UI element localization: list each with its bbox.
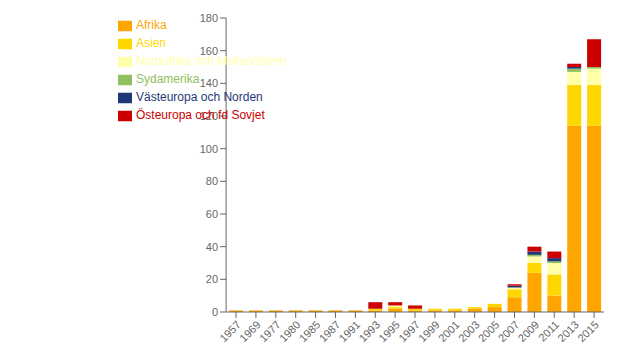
svg-text:40: 40 [206, 241, 218, 253]
svg-text:1957: 1957 [217, 318, 243, 344]
svg-text:1977: 1977 [257, 318, 283, 344]
svg-text:2005: 2005 [476, 318, 502, 344]
svg-text:1993: 1993 [356, 318, 382, 344]
svg-text:2001: 2001 [436, 318, 462, 344]
svg-text:1995: 1995 [376, 318, 402, 344]
svg-text:100: 100 [200, 143, 218, 155]
svg-text:2013: 2013 [555, 318, 581, 344]
svg-text:160: 160 [200, 45, 218, 57]
svg-text:180: 180 [200, 12, 218, 24]
svg-text:1987: 1987 [317, 318, 343, 344]
svg-text:140: 140 [200, 77, 218, 89]
svg-text:20: 20 [206, 273, 218, 285]
svg-text:2003: 2003 [456, 318, 482, 344]
svg-text:1997: 1997 [396, 318, 422, 344]
svg-text:2007: 2007 [496, 318, 522, 344]
svg-text:1999: 1999 [416, 318, 442, 344]
svg-text:1969: 1969 [237, 318, 263, 344]
svg-text:120: 120 [200, 110, 218, 122]
svg-text:1991: 1991 [337, 318, 363, 344]
svg-text:80: 80 [206, 175, 218, 187]
svg-text:0: 0 [212, 306, 218, 318]
svg-text:60: 60 [206, 208, 218, 220]
svg-text:1980: 1980 [277, 318, 303, 344]
svg-text:2015: 2015 [575, 318, 601, 344]
svg-text:2009: 2009 [516, 318, 542, 344]
svg-text:1985: 1985 [297, 318, 323, 344]
svg-text:2011: 2011 [536, 318, 561, 343]
